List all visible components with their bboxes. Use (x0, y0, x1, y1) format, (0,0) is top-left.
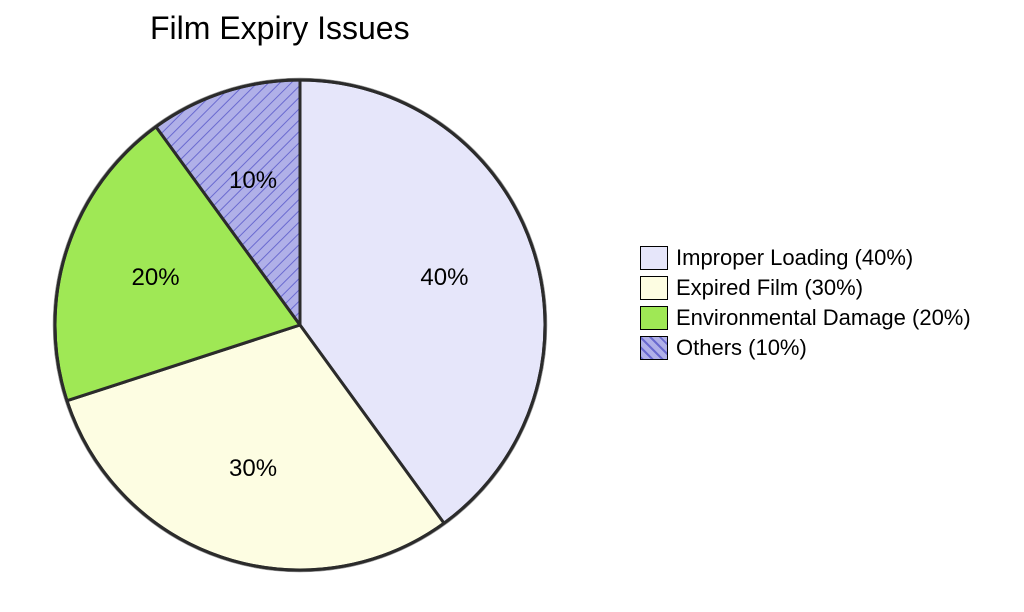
slice-label-2: 20% (132, 264, 180, 292)
legend-swatch-0 (640, 246, 668, 270)
legend-swatch-2 (640, 306, 668, 330)
legend-text-1: Expired Film (30%) (676, 275, 863, 301)
slice-label-0: 40% (420, 264, 468, 292)
chart-stage: Film Expiry Issues 40% 30% 20% 10% Impro… (0, 0, 1024, 612)
slice-label-1: 30% (229, 455, 277, 483)
legend-text-3: Others (10%) (676, 335, 807, 361)
legend-item-2: Environmental Damage (20%) (640, 305, 971, 331)
slice-label-3: 10% (229, 167, 277, 195)
legend-text-2: Environmental Damage (20%) (676, 305, 971, 331)
legend: Improper Loading (40%) Expired Film (30%… (640, 245, 971, 361)
legend-item-1: Expired Film (30%) (640, 275, 971, 301)
legend-swatch-3 (640, 336, 668, 360)
legend-item-3: Others (10%) (640, 335, 971, 361)
legend-item-0: Improper Loading (40%) (640, 245, 971, 271)
legend-swatch-1 (640, 276, 668, 300)
legend-text-0: Improper Loading (40%) (676, 245, 913, 271)
